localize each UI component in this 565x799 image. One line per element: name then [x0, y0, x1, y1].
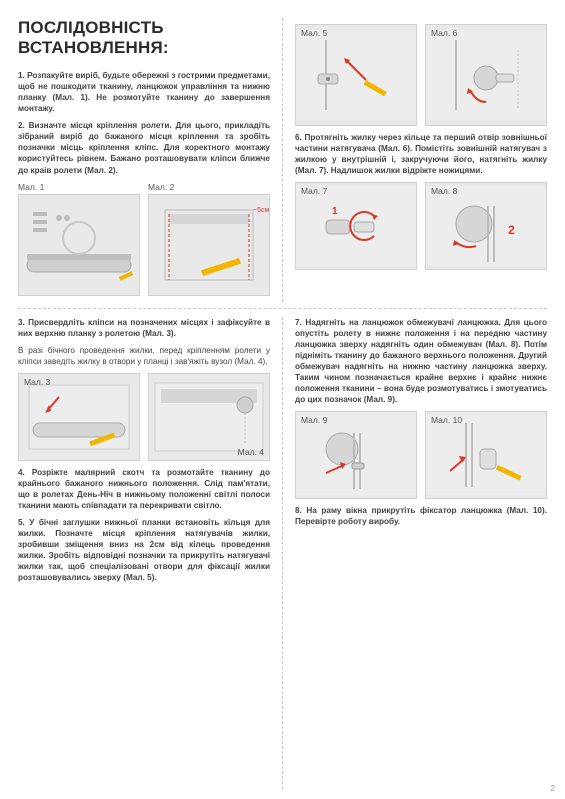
horizontal-divider	[18, 308, 547, 309]
fig3-label: Мал. 3	[24, 377, 50, 387]
fig2-dim: ~5см	[253, 207, 269, 214]
fig-2: ~5см	[148, 194, 270, 296]
bottom-left-block: 3. Присвердліть кліпси на позначених міс…	[18, 317, 282, 789]
step-5: 5. У бічні заглушки нижньої планки встан…	[18, 517, 270, 583]
fig2-label: Мал. 2	[148, 182, 270, 192]
step-3b: В разі бічного проведення жилки, перед к…	[18, 345, 270, 367]
fig7-num1: 1	[332, 206, 338, 217]
fig-row-1-2: Мал. 1	[18, 182, 270, 296]
fig-row-7-8: Мал. 7 1 Мал. 8	[295, 182, 547, 270]
fig7-label: Мал. 7	[301, 186, 327, 196]
top-right-block: Мал. 5 Мал. 6	[283, 18, 547, 302]
bottom-right-block: 7. Надягніть на ланцюжок обмежувачі ланц…	[283, 317, 547, 789]
fig-8: Мал. 8 2	[425, 182, 547, 270]
fig1-label: Мал. 1	[18, 182, 140, 192]
fig6-label: Мал. 6	[431, 28, 457, 38]
step-2: 2. Визначте місця кріплення ролети. Для …	[18, 120, 270, 175]
fig8-num2: 2	[508, 223, 515, 237]
step-3a: 3. Присвердліть кліпси на позначених міс…	[18, 317, 270, 339]
step-6: 6. Протягніть жилку через кільце та перш…	[295, 132, 547, 176]
fig8-label: Мал. 8	[431, 186, 457, 196]
fig-1	[18, 194, 140, 296]
step-8: 8. На раму вікна прикрутіть фіксатор лан…	[295, 505, 547, 527]
top-left-block: ПОСЛІДОВНІСТЬ ВСТАНОВЛЕННЯ: 1. Розпакуйт…	[18, 18, 282, 302]
step-4: 4. Розріжте малярний скотч та розмотайте…	[18, 467, 270, 511]
fig-3: Мал. 3	[18, 373, 140, 461]
fig5-label: Мал. 5	[301, 28, 327, 38]
fig-10: Мал. 10	[425, 411, 547, 499]
fig-7: Мал. 7 1	[295, 182, 417, 270]
step-7: 7. Надягніть на ланцюжок обмежувачі ланц…	[295, 317, 547, 406]
fig9-label: Мал. 9	[301, 415, 327, 425]
page-number: 2	[551, 784, 555, 793]
page-title: ПОСЛІДОВНІСТЬ ВСТАНОВЛЕННЯ:	[18, 18, 270, 58]
fig4-label: Мал. 4	[238, 447, 264, 457]
fig-6: Мал. 6	[425, 24, 547, 126]
fig-row-5-6: Мал. 5 Мал. 6	[295, 24, 547, 126]
fig-9: Мал. 9	[295, 411, 417, 499]
fig-row-3-4: Мал. 3 Мал. 4	[18, 373, 270, 461]
step-1: 1. Розпакуйте виріб, будьте обережні з г…	[18, 70, 270, 114]
fig10-label: Мал. 10	[431, 415, 462, 425]
fig-row-9-10: Мал. 9 Мал. 10	[295, 411, 547, 499]
fig-4: Мал. 4	[148, 373, 270, 461]
fig-5: Мал. 5	[295, 24, 417, 126]
